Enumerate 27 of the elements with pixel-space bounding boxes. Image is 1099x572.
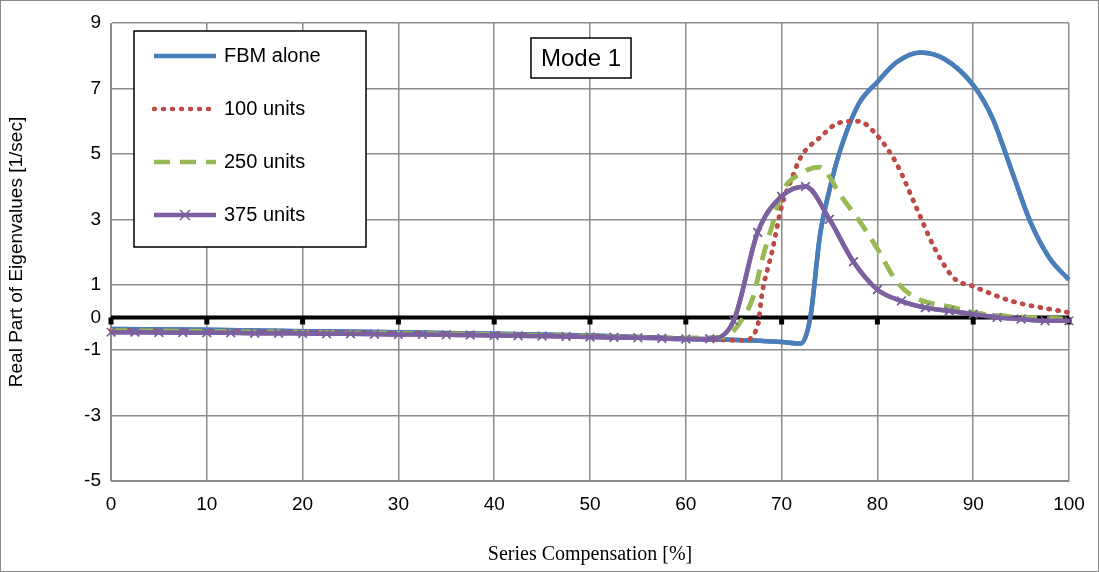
y-axis-title: Real Part of Eigenvalues [1/sec]	[4, 116, 26, 388]
x-tick-label: 20	[292, 492, 314, 514]
x-tick-label: 100	[1053, 492, 1085, 514]
x-tick-label: 0	[105, 492, 117, 514]
y-tick-label: 3	[90, 207, 101, 229]
y-tick-label: 0	[90, 305, 101, 327]
x-tick-label: 70	[771, 492, 793, 514]
x-tick-label: 80	[866, 492, 888, 514]
x-tick-label: 60	[675, 492, 697, 514]
y-tick-label: 7	[90, 76, 101, 98]
legend-label: 375 units	[224, 202, 306, 225]
x-tick-label: 30	[387, 492, 409, 514]
y-tick-label: 9	[90, 11, 101, 33]
x-axis-title: Series Compensation [%]	[487, 542, 693, 566]
legend-label: 250 units	[224, 149, 306, 172]
legend-label: 100 units	[224, 96, 306, 119]
y-tick-label: 5	[90, 142, 101, 164]
legend-label: FBM alone	[224, 43, 321, 66]
y-tick-label: -1	[84, 338, 101, 360]
x-tick-label: 90	[962, 492, 984, 514]
x-tick-label: 10	[196, 492, 218, 514]
y-tick-label: 1	[90, 272, 101, 294]
y-tick-label: -3	[84, 403, 101, 425]
annotation: Mode 1	[540, 43, 622, 71]
x-tick-label: 50	[579, 492, 601, 514]
y-tick-label: -5	[84, 469, 101, 491]
x-tick-label: 40	[483, 492, 505, 514]
